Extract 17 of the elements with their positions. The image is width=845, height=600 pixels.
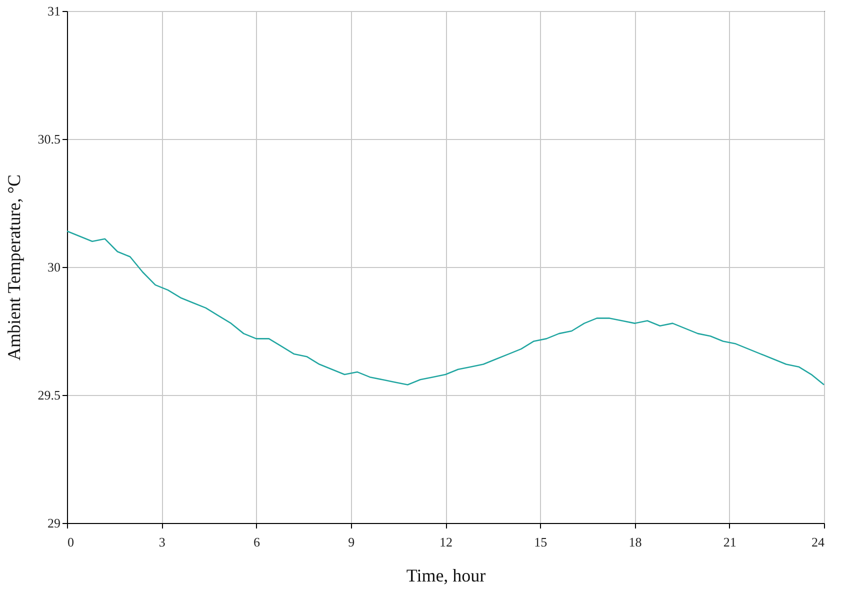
x-tick-label: 3: [158, 534, 166, 550]
x-tick-label: 6: [254, 534, 260, 550]
x-tick-label: 15: [534, 534, 548, 550]
x-tick-label: 12: [440, 534, 452, 550]
line-series: [66, 230, 825, 386]
y-tick-label: 29.5: [38, 388, 60, 402]
x-tick-label: 9: [348, 534, 355, 550]
y-tick-label: 31: [48, 4, 60, 18]
y-tick-label: 30.5: [38, 132, 60, 146]
x-tick-label: 21: [723, 534, 736, 550]
x-tick-label: 24: [812, 534, 825, 550]
x-tick-label: 18: [628, 534, 642, 550]
y-tick-label: 30: [48, 260, 60, 274]
x-axis-title: Time, hour: [406, 566, 486, 586]
y-tick-label: 29: [48, 516, 60, 530]
x-tick-label: 0: [68, 534, 74, 550]
y-axis-title: Ambient Temperature, °C: [4, 174, 24, 361]
